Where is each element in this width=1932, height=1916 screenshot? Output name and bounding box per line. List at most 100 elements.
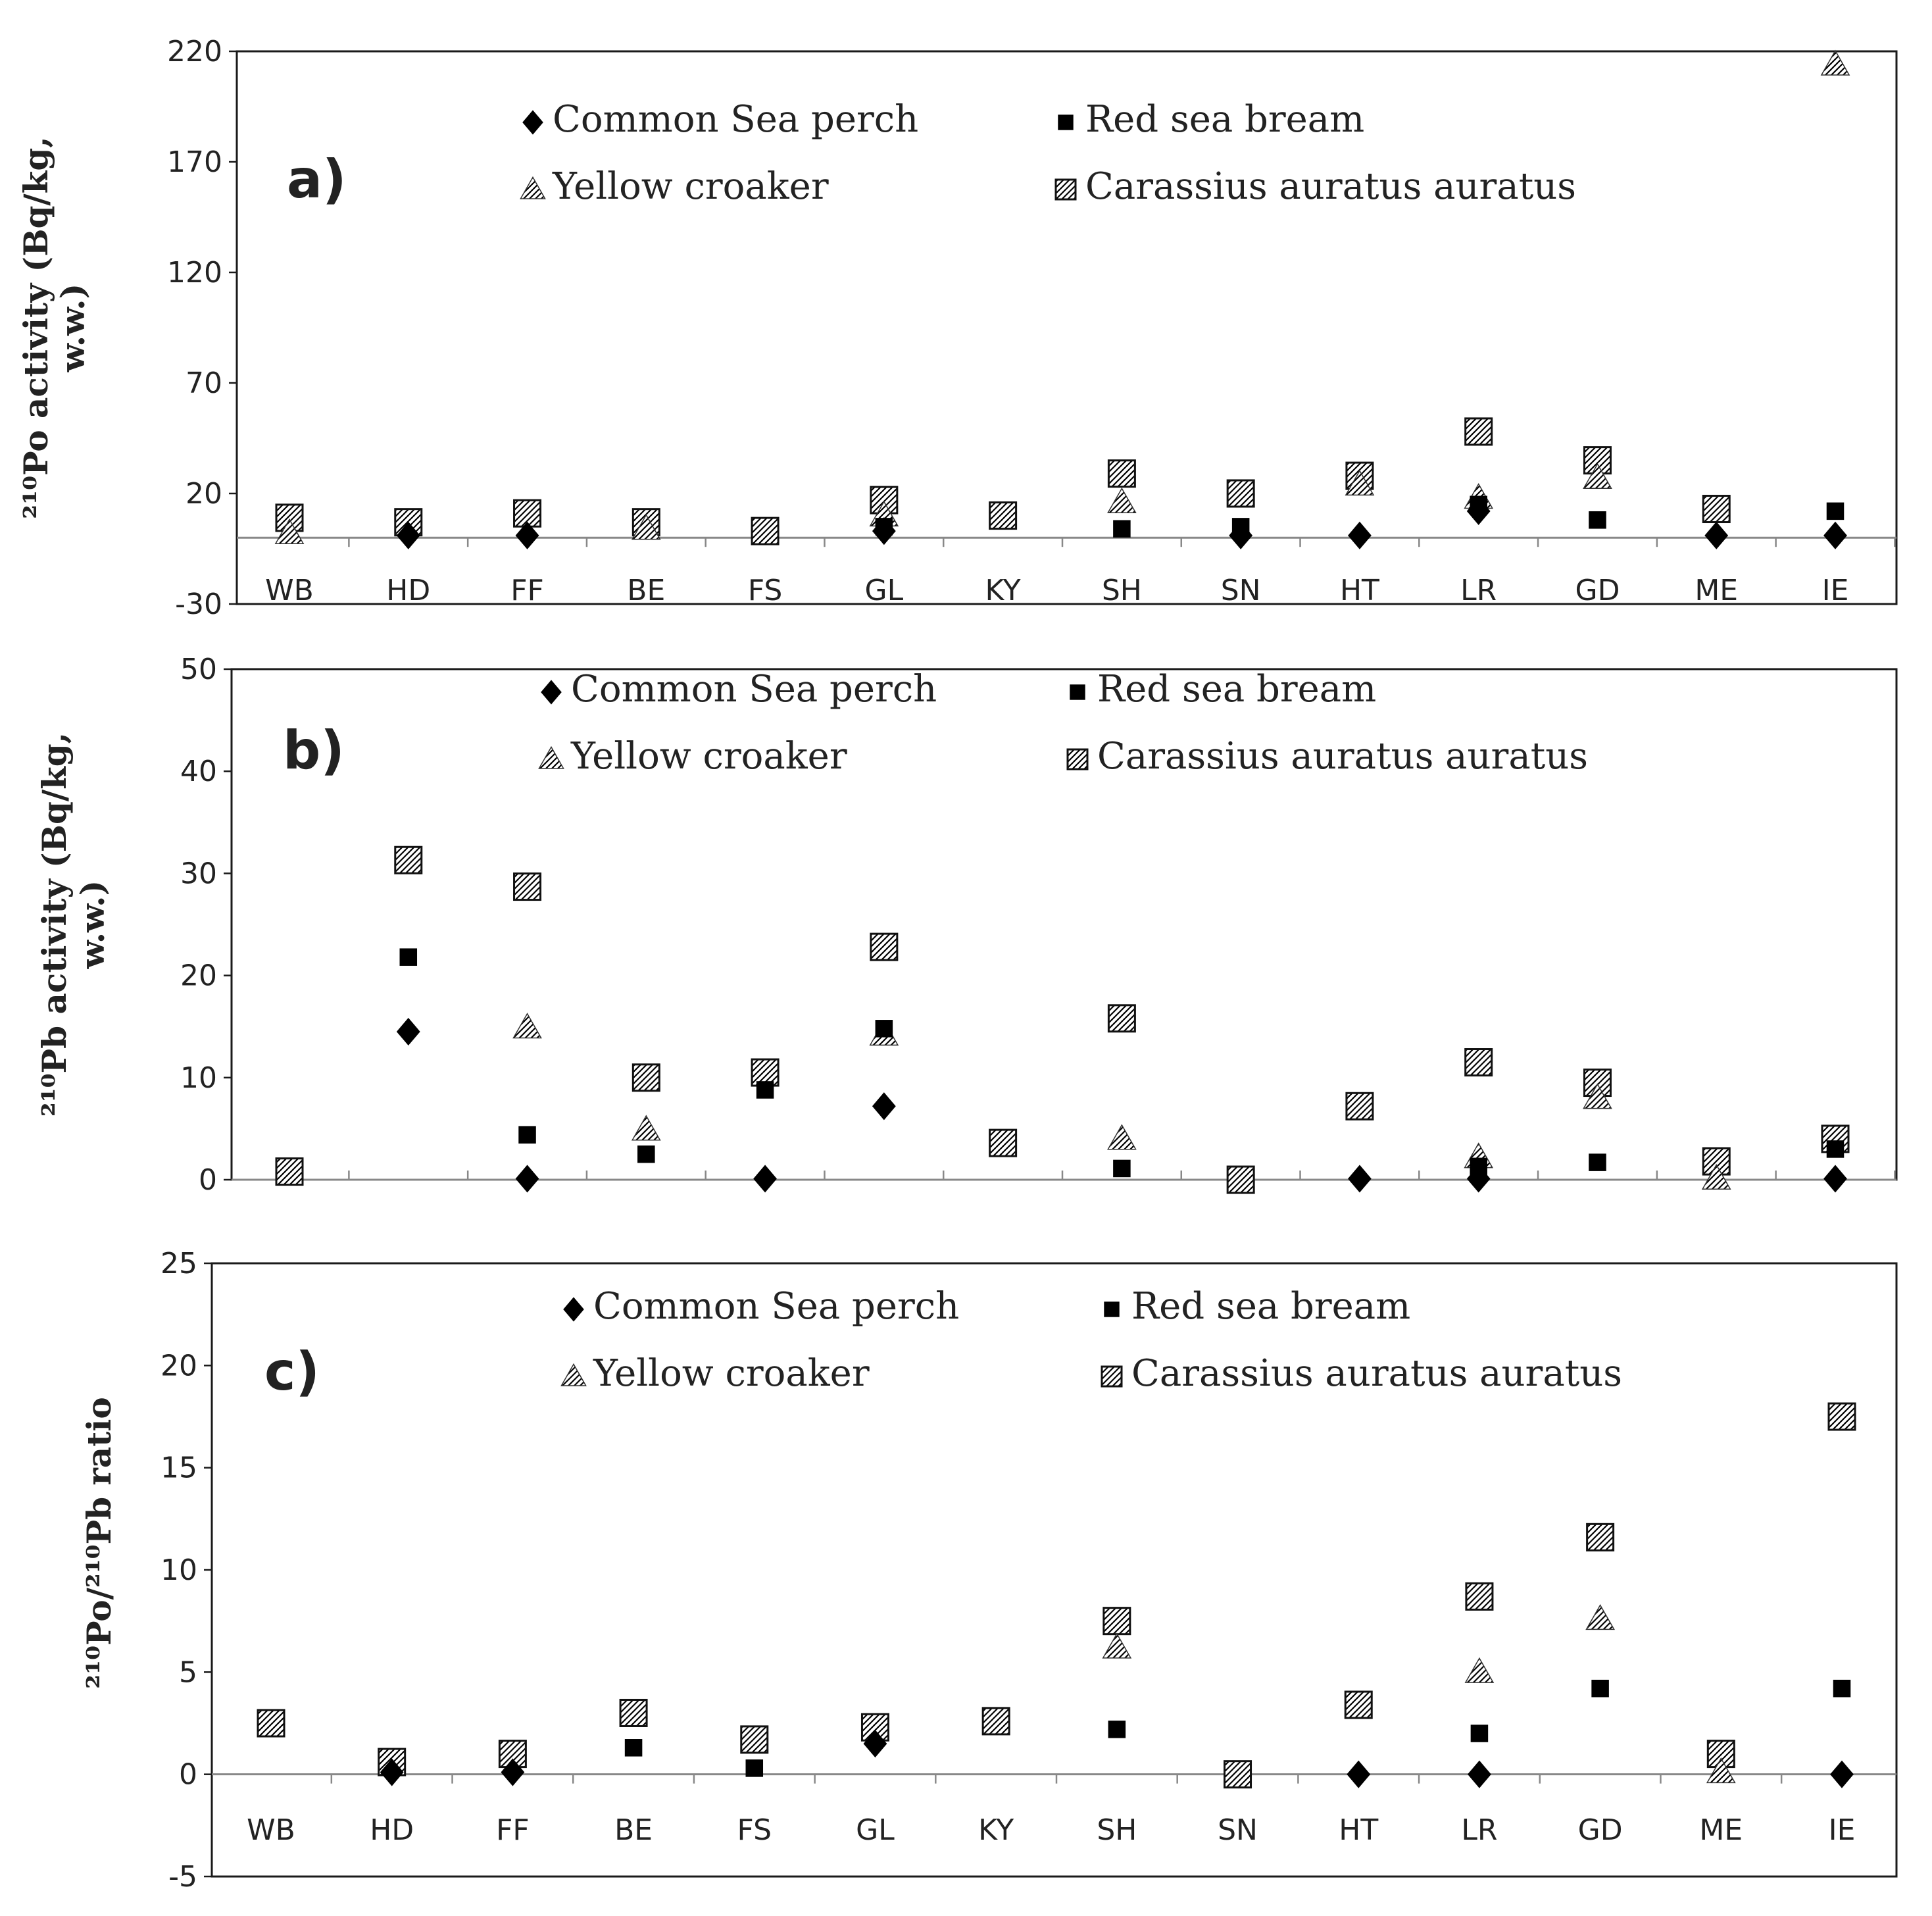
data-point-common-sea-perch-lr — [1466, 497, 1491, 525]
data-point-red-sea-bream-ie — [1826, 502, 1845, 520]
data-point-common-sea-perch-gl — [872, 517, 896, 545]
x-tick-label-gd: GD — [1578, 1813, 1623, 1847]
data-point-carassius-auratus-auratus-lr — [1465, 1582, 1494, 1611]
data-point-red-sea-bream-fs — [745, 1759, 764, 1777]
data-point-carassius-auratus-auratus-gl — [870, 932, 899, 961]
x-tick-label-lr: LR — [1461, 1813, 1497, 1847]
y-axis-label: ²¹⁰Pb activity (Bq/kg, — [35, 732, 74, 1117]
data-point-carassius-auratus-auratus-hd — [394, 845, 423, 874]
legend-marker-common-sea-perch — [522, 110, 543, 135]
data-point-common-sea-perch-ff — [515, 521, 539, 549]
data-point-yellow-croaker-be — [631, 514, 661, 540]
data-point-red-sea-bream-sh — [1113, 1159, 1131, 1178]
data-point-red-sea-bream-be — [624, 1739, 643, 1757]
data-point-common-sea-perch-hd — [396, 1017, 420, 1046]
data-point-yellow-croaker-gd — [1583, 1083, 1612, 1109]
x-tick-label-fs: FS — [748, 574, 782, 607]
data-point-red-sea-bream-ie — [1826, 1140, 1845, 1158]
y-tick-label: 10 — [161, 1553, 197, 1587]
x-tick-label-gd: GD — [1575, 574, 1620, 607]
data-point-carassius-auratus-auratus-gd — [1586, 1523, 1615, 1551]
legend-label-carassius-auratus-auratus: Carassius auratus auratus — [1097, 735, 1588, 778]
data-point-common-sea-perch-ie — [1823, 521, 1847, 549]
y-tick-label: 50 — [180, 653, 217, 686]
data-point-carassius-auratus-auratus-sn — [1226, 1165, 1255, 1194]
data-point-carassius-auratus-auratus-be — [632, 1063, 660, 1092]
data-point-red-sea-bream-ie — [1833, 1679, 1851, 1698]
x-tick-label-sh: SH — [1102, 574, 1142, 607]
data-point-carassius-auratus-auratus-wb — [257, 1709, 285, 1738]
data-point-common-sea-perch-fs — [753, 1165, 777, 1193]
x-tick-label-ky: KY — [985, 574, 1021, 607]
y-tick-label: 15 — [161, 1451, 197, 1485]
chart-panel-b: 0 10 20 30 40 50 ²¹⁰Pb activity (Bq/kg, w.w.) b)… — [35, 653, 1898, 1197]
x-tick-label-sh: SH — [1097, 1813, 1137, 1847]
legend-label-common-sea-perch: Common Sea perch — [553, 98, 918, 141]
x-tick-label-be: BE — [614, 1813, 653, 1847]
data-point-common-sea-perch-sn — [1229, 521, 1253, 549]
y-tick-label: -30 — [175, 588, 222, 621]
plot-frame — [211, 1262, 1898, 1878]
x-tick-label-fs: FS — [737, 1813, 772, 1847]
y-tick-label: 70 — [186, 366, 222, 400]
data-point-yellow-croaker-me — [1706, 1757, 1736, 1784]
legend-label-carassius-auratus-auratus: Carassius auratus auratus — [1131, 1352, 1622, 1395]
data-point-common-sea-perch-hd — [396, 521, 420, 549]
data-point-yellow-croaker-gd — [1585, 1603, 1615, 1630]
data-point-carassius-auratus-auratus-ff — [513, 872, 542, 901]
data-point-common-sea-perch-ht — [1348, 521, 1372, 549]
legend-marker-yellow-croaker — [538, 745, 564, 769]
data-point-carassius-auratus-auratus-lr — [1464, 1048, 1493, 1077]
data-point-carassius-auratus-auratus-gd — [1583, 446, 1612, 475]
data-point-carassius-auratus-auratus-ky — [989, 1128, 1018, 1157]
x-tick-label-ky: KY — [978, 1813, 1014, 1847]
data-point-red-sea-bream-lr — [1470, 1725, 1489, 1742]
data-point-yellow-croaker-lr — [1464, 1657, 1495, 1683]
legend-label-yellow-croaker: Yellow croaker — [593, 1352, 870, 1395]
x-tick-label-wb: WB — [247, 1813, 295, 1847]
data-point-yellow-croaker-ff — [512, 1013, 542, 1039]
x-tick-label-lr: LR — [1460, 574, 1497, 607]
data-point-common-sea-perch-ff — [515, 1165, 539, 1193]
y-tick-label: 10 — [180, 1061, 217, 1095]
x-tick-label-be: BE — [627, 574, 665, 607]
data-point-red-sea-bream-sh — [1108, 1721, 1126, 1738]
data-point-carassius-auratus-auratus-me — [1702, 495, 1731, 524]
data-point-common-sea-perch-lr — [1466, 1165, 1491, 1193]
legend-label-red-sea-bream: Red sea bream — [1131, 1285, 1410, 1328]
chart-panel-a: -30 20 70 120 170 220 WB HD FF BE FS GL KY SH SN HT LR GD… — [16, 35, 1898, 621]
y-tick-label: 170 — [167, 145, 222, 179]
data-point-red-sea-bream-be — [637, 1145, 655, 1163]
x-tick-label-me: ME — [1699, 1813, 1743, 1847]
legend-marker-red-sea-bream — [1058, 114, 1074, 130]
legend-label-yellow-croaker: Yellow croaker — [552, 165, 829, 208]
data-point-red-sea-bream-gd — [1589, 1153, 1606, 1171]
data-point-yellow-croaker-sh — [1102, 1632, 1132, 1659]
plot-frame — [235, 50, 1898, 605]
y-tick-label: 20 — [161, 1349, 197, 1382]
data-point-red-sea-bream-hd — [399, 948, 418, 966]
x-tick-label-ht: HT — [1340, 574, 1379, 607]
data-point-carassius-auratus-auratus-fs — [751, 517, 780, 545]
y-tick-label: 0 — [199, 1163, 217, 1197]
y-tick-label: 20 — [180, 959, 217, 993]
data-point-carassius-auratus-auratus-ky — [981, 1707, 1010, 1736]
y-axis-label: ²¹⁰Po activity (Bq/kg, — [16, 136, 55, 518]
y-tick-label: 40 — [180, 755, 217, 788]
data-point-red-sea-bream-ff — [518, 1126, 536, 1144]
x-tick-label-ht: HT — [1339, 1813, 1378, 1847]
legend-label-yellow-croaker: Yellow croaker — [570, 735, 847, 778]
y-tick-label: 20 — [186, 477, 222, 511]
data-point-red-sea-bream-gd — [1591, 1679, 1609, 1698]
data-point-red-sea-bream-sh — [1113, 520, 1131, 538]
data-point-red-sea-bream-gd — [1589, 511, 1606, 529]
data-point-carassius-auratus-auratus-fs — [740, 1725, 769, 1754]
y-axis-label: w.w.) — [73, 880, 112, 970]
y-tick-label: 220 — [167, 35, 222, 68]
x-tick-label-gl: GL — [865, 574, 904, 607]
legend-marker-red-sea-bream — [1104, 1301, 1120, 1317]
legend-label-common-sea-perch: Common Sea perch — [593, 1285, 959, 1328]
x-tick-label-me: ME — [1695, 574, 1738, 607]
legend-marker-yellow-croaker — [520, 176, 546, 199]
